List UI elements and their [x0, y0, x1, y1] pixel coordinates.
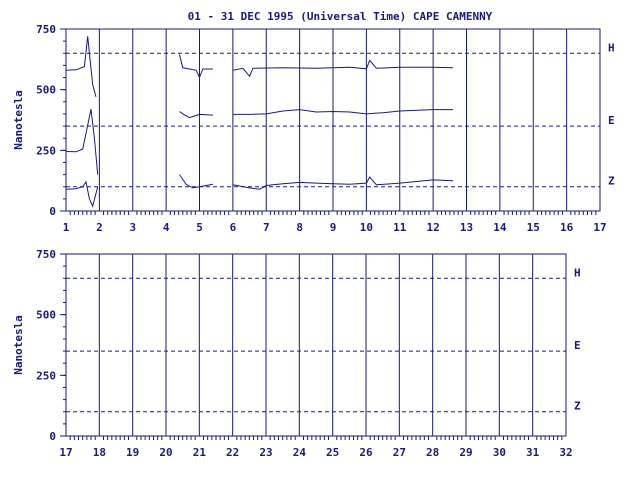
trace-h: [65, 36, 97, 98]
x-tick-label: 4: [163, 221, 170, 234]
y-axis-label: Nanotesla: [12, 315, 25, 375]
x-tick-label: 6: [230, 221, 237, 234]
y-tick-label: 750: [36, 248, 56, 261]
x-tick-label: 24: [293, 446, 307, 459]
x-tick-label: 17: [593, 221, 606, 234]
x-tick-label: 3: [129, 221, 136, 234]
x-tick-label: 27: [393, 446, 406, 459]
x-tick-label: 17: [59, 446, 72, 459]
reference-label-h: H: [574, 266, 581, 279]
reference-label-z: Z: [574, 400, 581, 413]
reference-label-e: E: [574, 339, 581, 352]
x-tick-label: 18: [93, 446, 106, 459]
y-tick-label: 0: [49, 205, 56, 218]
x-tick-label: 26: [359, 446, 373, 459]
x-tick-label: 5: [196, 221, 203, 234]
x-tick-label: 32: [559, 446, 572, 459]
x-tick-label: 19: [126, 446, 139, 459]
y-tick-label: 750: [36, 23, 56, 36]
trace-h: [232, 59, 454, 78]
x-tick-label: 29: [459, 446, 472, 459]
x-tick-label: 28: [426, 446, 439, 459]
x-tick-label: 21: [193, 446, 207, 459]
y-tick-label: 0: [49, 430, 56, 443]
x-tick-label: 8: [296, 221, 303, 234]
reference-label-h: H: [608, 41, 615, 54]
y-tick-label: 250: [36, 144, 56, 157]
x-tick-label: 16: [560, 221, 574, 234]
y-tick-label: 500: [36, 84, 56, 97]
y-tick-label: 250: [36, 369, 56, 382]
reference-label-z: Z: [608, 175, 615, 188]
x-tick-label: 20: [159, 446, 172, 459]
x-tick-label: 14: [493, 221, 507, 234]
x-tick-label: 15: [527, 221, 540, 234]
top-panel: 1 2 3 4 5 6 7 8 9 10 11 12 13 14 15 16 170250500750Nanot…: [12, 23, 615, 234]
y-axis-label: Nanotesla: [12, 90, 25, 150]
x-tick-label: 10: [360, 221, 373, 234]
x-tick-label: 2: [96, 221, 103, 234]
plot-frame: [65, 253, 567, 437]
trace-e: [65, 108, 99, 175]
trace-z: [232, 176, 454, 190]
trace-z: [179, 174, 213, 189]
chart-title: 01 - 31 DEC 1995 (Universal Time) CAPE C…: [188, 10, 493, 23]
x-tick-label: 1: [63, 221, 70, 234]
x-tick-label: 7: [263, 221, 270, 234]
x-tick-label: 30: [493, 446, 506, 459]
trace-e: [232, 109, 454, 115]
trace-h: [179, 54, 213, 79]
trace-e: [179, 111, 213, 119]
y-tick-label: 500: [36, 309, 56, 322]
bottom-panel: 17 18 19 20 21 22 23 24 25 26 27 28 29 30 31 32 0 250 500 7…: [12, 248, 581, 459]
x-tick-label: 31: [526, 446, 540, 459]
trace-z: [65, 180, 99, 208]
x-tick-label: 9: [330, 221, 337, 234]
reference-label-e: E: [608, 114, 615, 127]
x-tick-label: 12: [427, 221, 440, 234]
x-tick-label: 11: [393, 221, 407, 234]
x-tick-label: 22: [226, 446, 239, 459]
x-tick-label: 25: [326, 446, 339, 459]
x-tick-label: 13: [460, 221, 473, 234]
x-tick-label: 23: [259, 446, 272, 459]
